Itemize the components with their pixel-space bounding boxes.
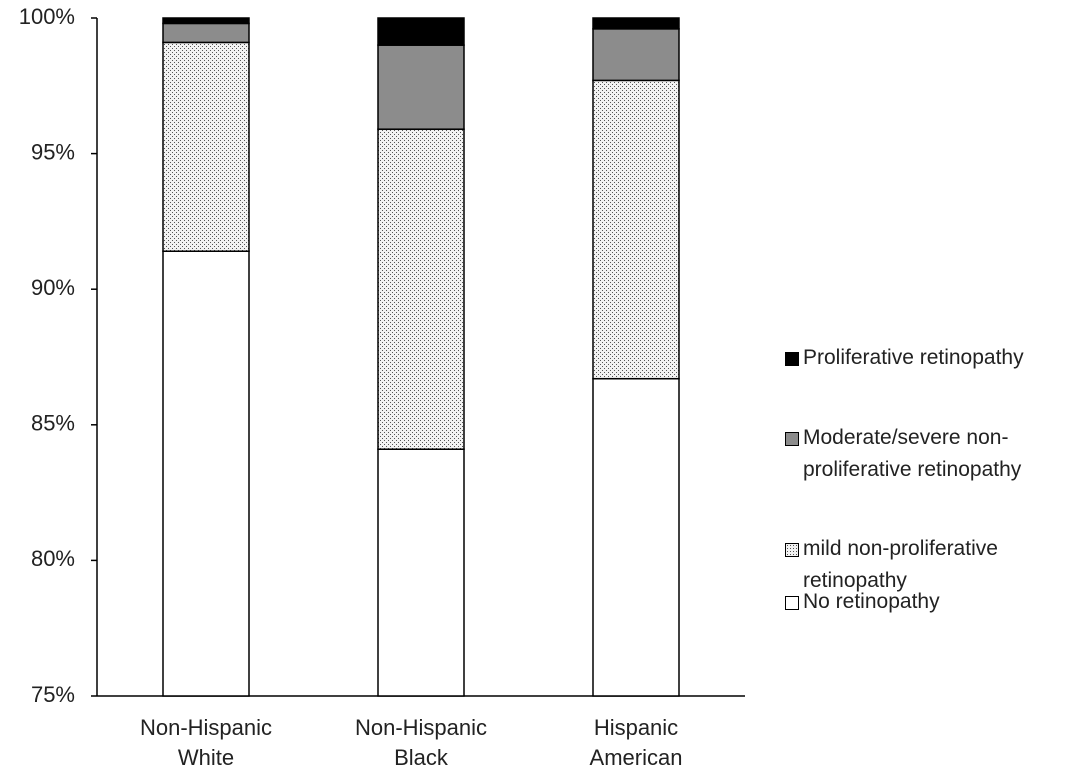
y-tick-label: 100% — [19, 4, 75, 29]
bar-segment — [377, 128, 465, 450]
bar-segment — [377, 44, 465, 130]
bar-segment — [592, 28, 680, 82]
bar-segment — [162, 22, 250, 44]
legend-item: No retinopathy — [785, 586, 1088, 618]
x-tick-label: Non-Hispanic White — [139, 715, 273, 770]
legend-label: Proliferative retinopathy — [803, 346, 1024, 369]
bar-segment — [377, 448, 465, 697]
y-tick-label: 75% — [31, 682, 75, 707]
legend-item: Proliferative retinopathy — [785, 342, 1088, 374]
bar-segment — [377, 17, 465, 46]
legend-label: No retinopathy — [803, 590, 940, 613]
legend-label: Moderate/severe non-proliferative retino… — [803, 426, 1022, 481]
legend-item: Moderate/severe non-proliferative retino… — [785, 422, 1088, 486]
bar-segment — [162, 250, 250, 697]
legend-item: mild non-proliferative retinopathy — [785, 533, 1088, 597]
legend-label: mild non-proliferative retinopathy — [803, 537, 998, 592]
bar-segment — [592, 79, 680, 380]
bar-segment — [592, 17, 680, 30]
legend-swatch — [785, 596, 799, 610]
legend-swatch — [785, 432, 799, 446]
y-tick-label: 90% — [31, 275, 75, 300]
bar-segment — [162, 17, 250, 25]
legend-swatch — [785, 352, 799, 366]
y-tick-label: 85% — [31, 411, 75, 436]
legend-swatch — [785, 543, 799, 557]
x-tick-label: Non-Hispanic Black — [354, 715, 488, 770]
bar-segment — [592, 377, 680, 697]
y-tick-label: 80% — [31, 546, 75, 571]
bar-segment — [162, 41, 250, 252]
x-tick-label: Hispanic American — [589, 715, 683, 770]
y-tick-label: 95% — [31, 139, 75, 164]
